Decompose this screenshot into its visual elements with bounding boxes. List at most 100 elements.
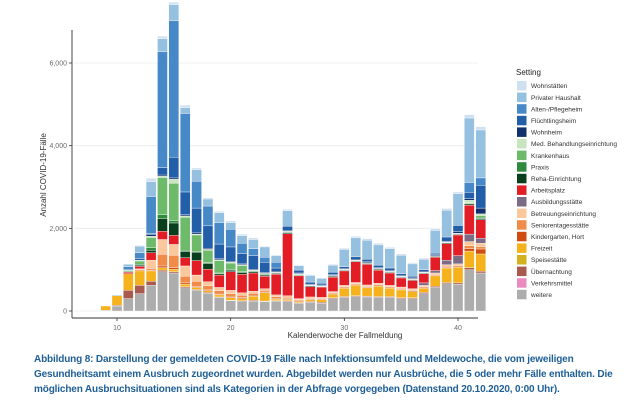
bar-segment — [225, 290, 236, 294]
bar-segment — [327, 291, 339, 293]
bar-segment — [202, 281, 214, 286]
bar-segment — [123, 266, 134, 270]
bar-segment — [157, 267, 168, 271]
bar-segment — [475, 218, 486, 220]
bar-stack-week-39 — [441, 208, 452, 312]
bar-segment — [384, 297, 395, 312]
bar-segment — [350, 285, 361, 296]
bar-segment — [134, 285, 145, 294]
bar-segment — [168, 2, 180, 5]
bar-stack-week-11 — [123, 263, 134, 312]
bar-segment — [145, 252, 157, 261]
bar-segment — [123, 271, 134, 274]
bar-segment — [350, 282, 361, 284]
bar-segment — [293, 301, 305, 303]
legend-label: Reha-Einrichtung — [531, 176, 582, 183]
bar-segment — [373, 286, 384, 297]
legend-item: Flüchtlingsheim — [517, 115, 576, 126]
legend-swatch — [517, 139, 527, 149]
bar-segment — [361, 238, 373, 241]
bar-segment — [327, 271, 339, 275]
bar-segment — [202, 293, 214, 312]
bar-segment — [157, 269, 168, 272]
bar-segment — [180, 265, 191, 277]
bar-segment — [191, 169, 202, 182]
legend-swatch — [517, 255, 527, 265]
bar-segment — [145, 178, 157, 182]
bar-segment — [202, 263, 214, 270]
bar-stack-week-24 — [270, 254, 282, 312]
bar-segment — [259, 276, 270, 289]
bar-segment — [134, 245, 145, 247]
bar-segment — [407, 291, 418, 298]
y-axis-ticks: 0 2,000 4,000 6,000 — [49, 61, 72, 316]
bar-segment — [441, 209, 452, 238]
legend-label: Arbeitsplatz — [531, 188, 565, 195]
bar-segment — [395, 253, 407, 256]
bar-segment — [305, 302, 316, 312]
bar-segment — [191, 232, 202, 235]
bar-segment — [157, 239, 168, 255]
bar-segment — [305, 274, 316, 276]
bar-segment — [168, 271, 180, 274]
bar-segment — [430, 228, 441, 231]
bar-segment — [145, 268, 157, 271]
bar-segment — [180, 104, 191, 108]
legend-swatch — [517, 220, 527, 230]
bar-segment — [339, 285, 350, 287]
bar-stack-week-17 — [191, 167, 202, 312]
bar-segment — [134, 293, 145, 312]
bar-segment — [464, 114, 475, 119]
bar-segment — [202, 197, 214, 200]
bar-segment — [191, 290, 202, 312]
bar-segment — [475, 213, 486, 216]
bar-segment — [452, 191, 464, 194]
legend-item: Krankenhaus — [517, 150, 570, 161]
bar-segment — [430, 270, 441, 274]
bar-segment — [202, 250, 214, 263]
bar-segment — [259, 257, 270, 263]
bar-segment — [225, 300, 236, 312]
bar-segment — [157, 174, 168, 177]
bar-segment — [418, 282, 430, 286]
bar-segment — [464, 245, 475, 249]
bar-segment — [361, 284, 373, 287]
bar-segment — [452, 267, 464, 284]
bar-segment — [282, 232, 293, 234]
bar-segment — [145, 181, 157, 197]
bar-segment — [361, 287, 373, 297]
bar-segment — [464, 198, 475, 201]
bar-segment — [441, 283, 452, 312]
bar-segment — [361, 296, 373, 312]
bar-segment — [111, 295, 123, 306]
bar-stack-week-34 — [384, 247, 395, 312]
bar-segment — [225, 222, 236, 230]
bar-segment — [407, 288, 418, 291]
legend-item: Übernachtung — [517, 266, 572, 277]
bar-segment — [430, 286, 441, 288]
legend-swatch — [517, 231, 527, 242]
bar-segment — [452, 283, 464, 312]
legend-label: Verkehrsmittel — [531, 280, 573, 287]
legend: Setting Wohnstätten Privater Haushalt Alte… — [516, 68, 617, 300]
bar-segment — [270, 255, 282, 263]
bar-segment — [236, 265, 248, 272]
bar-segment — [157, 176, 168, 178]
legend-item: Reha-Einrichtung — [517, 173, 582, 184]
bar-segment — [464, 205, 475, 235]
bar-segment — [350, 296, 361, 312]
bar-segment — [180, 216, 191, 251]
bar-stack-week-37 — [418, 257, 430, 312]
bar-segment — [441, 282, 452, 284]
y-tick-label: 2,000 — [49, 226, 67, 233]
bar-segment — [316, 278, 327, 284]
legend-swatch — [517, 197, 527, 207]
bar-stack-week-12 — [134, 245, 145, 312]
bar-segment — [248, 239, 259, 249]
legend-label: Praxis — [531, 164, 550, 171]
legend-label: Ausbildungsstätte — [531, 199, 583, 206]
bar-segment — [475, 219, 486, 239]
bar-segment — [441, 243, 452, 261]
bar-segment — [452, 263, 464, 266]
legend-label: Flüchtlingsheim — [531, 118, 576, 125]
